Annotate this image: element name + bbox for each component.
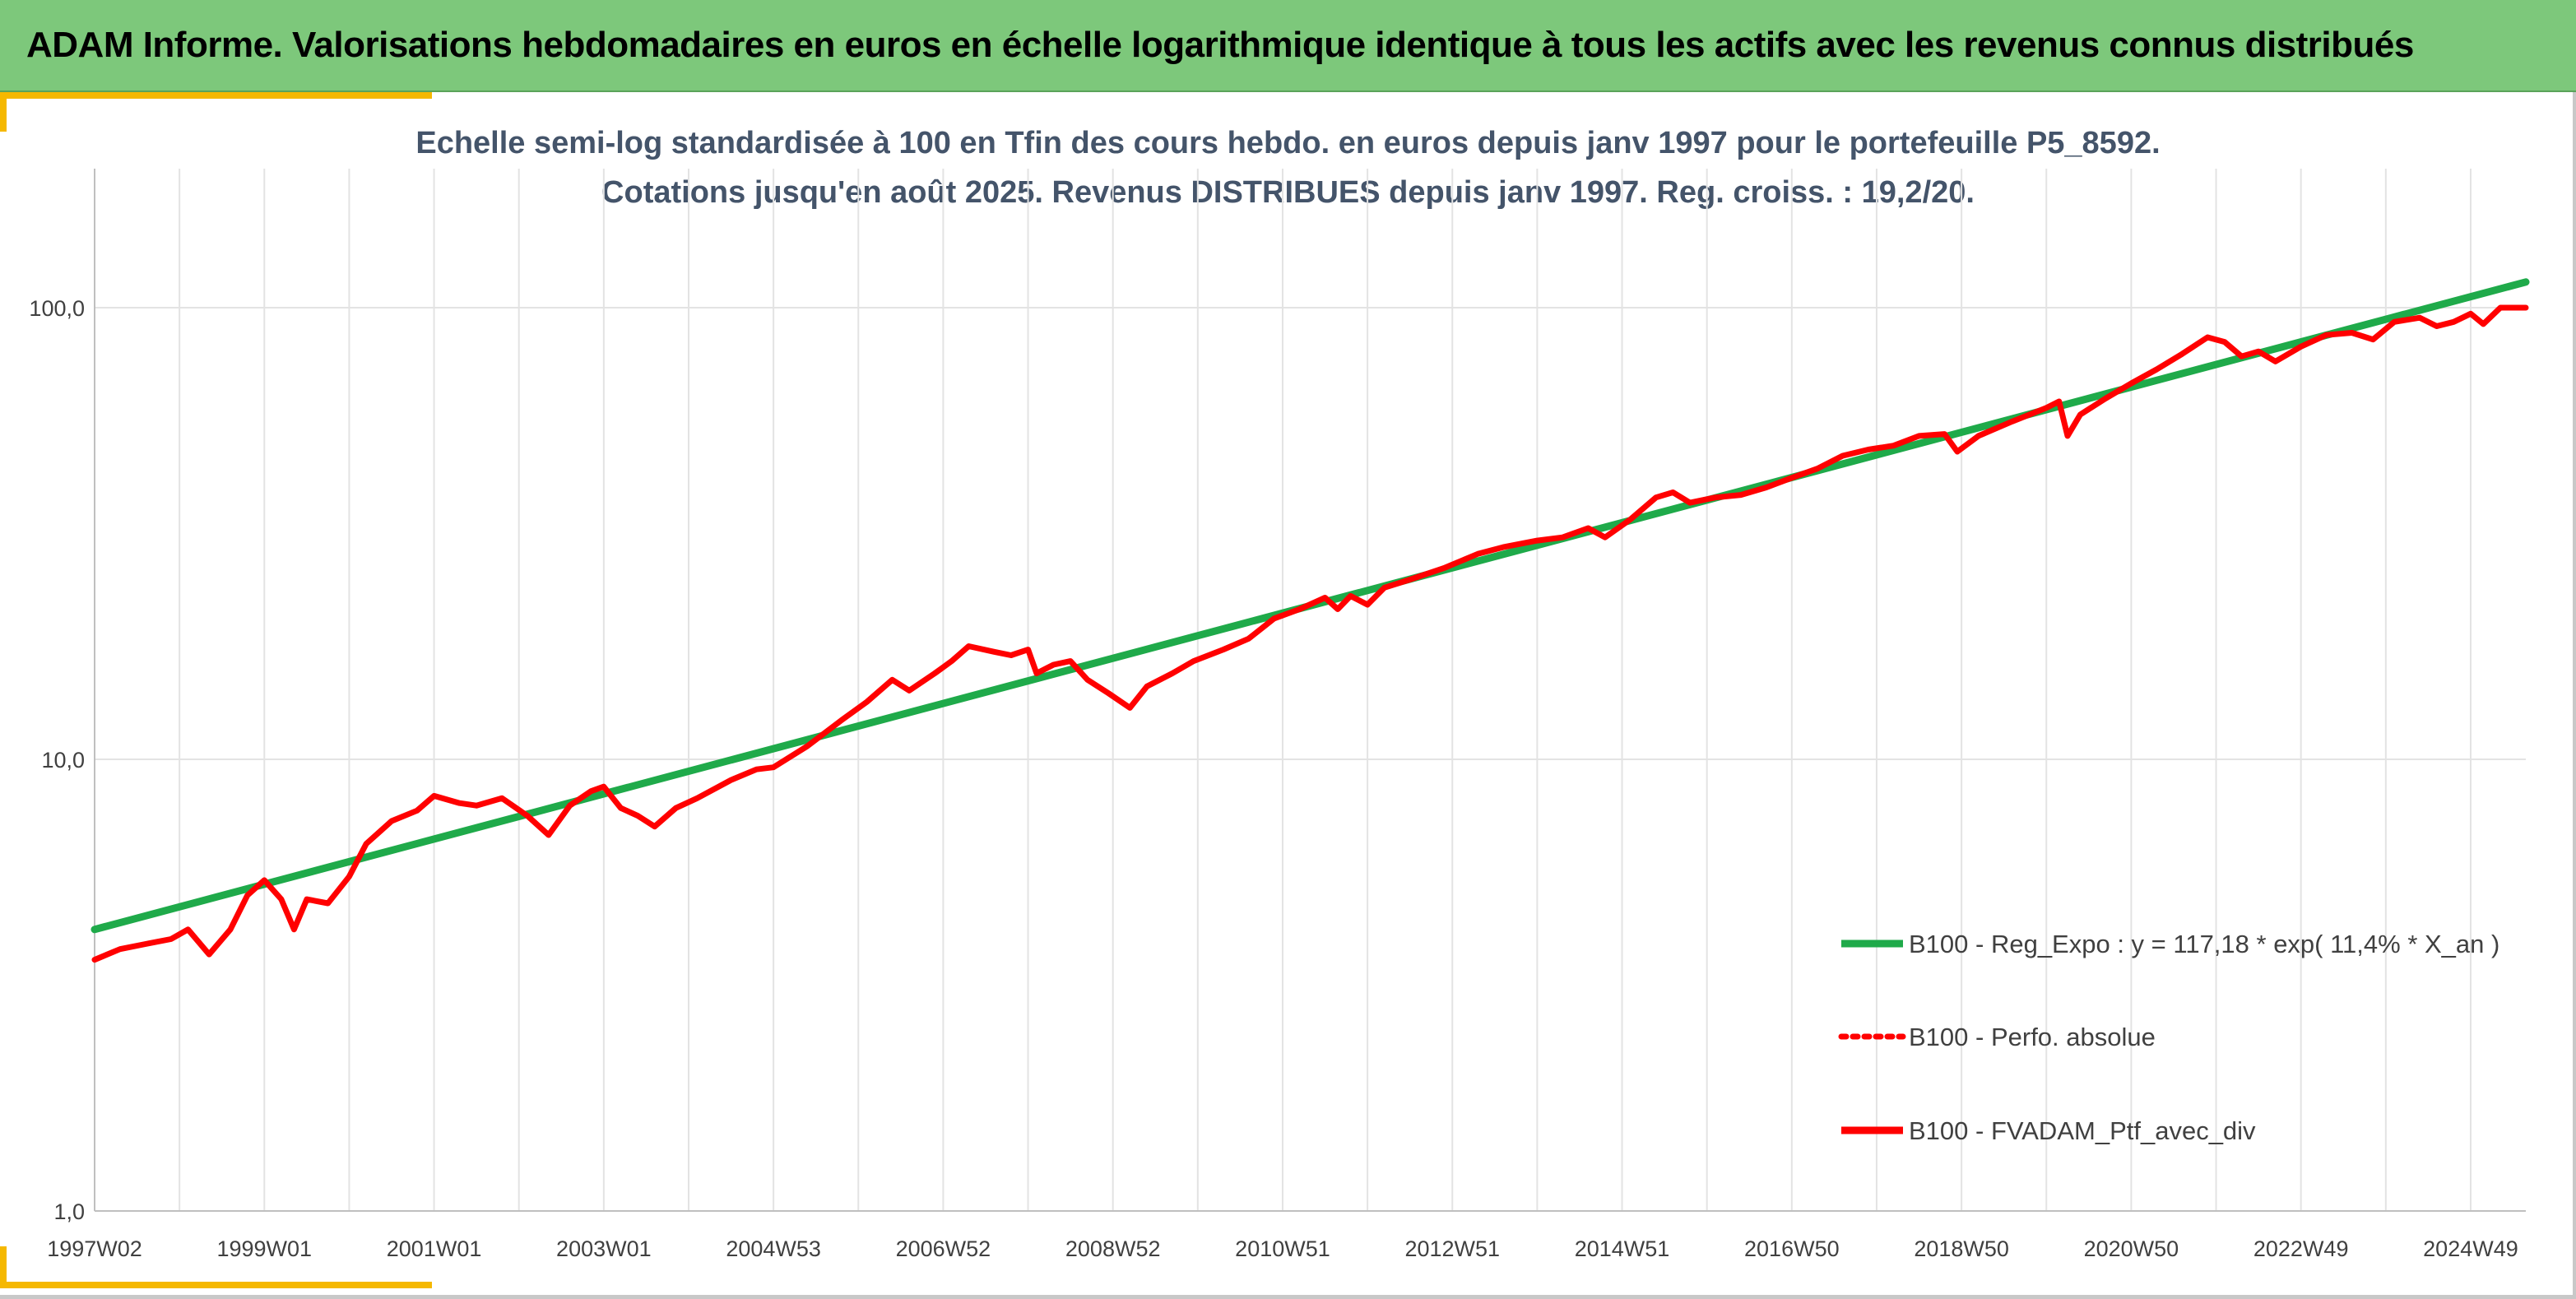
y-tick-label: 1,0 — [53, 1199, 85, 1224]
frame-bottom-border — [0, 1295, 2576, 1299]
series-lines — [91, 278, 2530, 963]
y-tick-label: 10,0 — [41, 748, 85, 772]
series-line-2 — [91, 304, 2529, 963]
vertical-gridlines — [94, 169, 2472, 1211]
accent-corner-bottom — [0, 1282, 432, 1288]
legend-label-2: B100 - FVADAM_Ptf_avec_div — [1909, 1116, 2256, 1145]
x-tick-label: 2010W51 — [1235, 1236, 1330, 1261]
x-tick-label: 2024W49 — [2423, 1236, 2518, 1261]
legend: B100 - Reg_Expo : y = 117,18 * exp( 11,4… — [1838, 930, 2499, 1145]
x-tick-label: 2020W50 — [2084, 1236, 2179, 1261]
x-tick-label: 1999W01 — [216, 1236, 312, 1261]
accent-corner-top-vertical — [0, 92, 7, 132]
x-tick-label: 2016W50 — [1744, 1236, 1840, 1261]
x-tick-label: 2018W50 — [1914, 1236, 2009, 1261]
x-tick-label: 2004W53 — [726, 1236, 821, 1261]
x-tick-label: 2001W01 — [387, 1236, 482, 1261]
x-tick-label: 2014W51 — [1575, 1236, 1670, 1261]
chart-subtitle: Cotations jusqu'en août 2025. Revenus DI… — [601, 175, 1975, 210]
y-tick-labels: 1,0 10,0 100,0 — [29, 296, 85, 1224]
title-banner: ADAM Informe. Valorisations hebdomadaire… — [0, 0, 2576, 92]
legend-label-0: B100 - Reg_Expo : y = 117,18 * exp( 11,4… — [1909, 930, 2499, 958]
x-tick-labels: 1997W02 1999W01 2001W01 2003W01 2004W53 2006W… — [47, 1236, 2518, 1261]
y-tick-label: 100,0 — [29, 296, 85, 321]
x-tick-label: 2003W01 — [556, 1236, 652, 1261]
x-tick-label: 2006W52 — [896, 1236, 991, 1261]
x-tick-label: 2012W51 — [1404, 1236, 1500, 1261]
legend-label-1: B100 - Perfo. absolue — [1909, 1023, 2156, 1051]
accent-corner-top — [0, 92, 432, 99]
accent-corner-bottom-vertical — [0, 1246, 7, 1287]
horizontal-gridlines — [95, 307, 2526, 1212]
x-tick-label: 1997W02 — [47, 1236, 142, 1261]
frame-right-border — [2573, 92, 2576, 1299]
x-tick-label: 2008W52 — [1065, 1236, 1161, 1261]
x-tick-label: 2022W49 — [2253, 1236, 2349, 1261]
page-title: ADAM Informe. Valorisations hebdomadaire… — [26, 25, 2414, 65]
axes — [94, 169, 2526, 1212]
chart-title: Echelle semi-log standardisée à 100 en T… — [415, 126, 2161, 160]
